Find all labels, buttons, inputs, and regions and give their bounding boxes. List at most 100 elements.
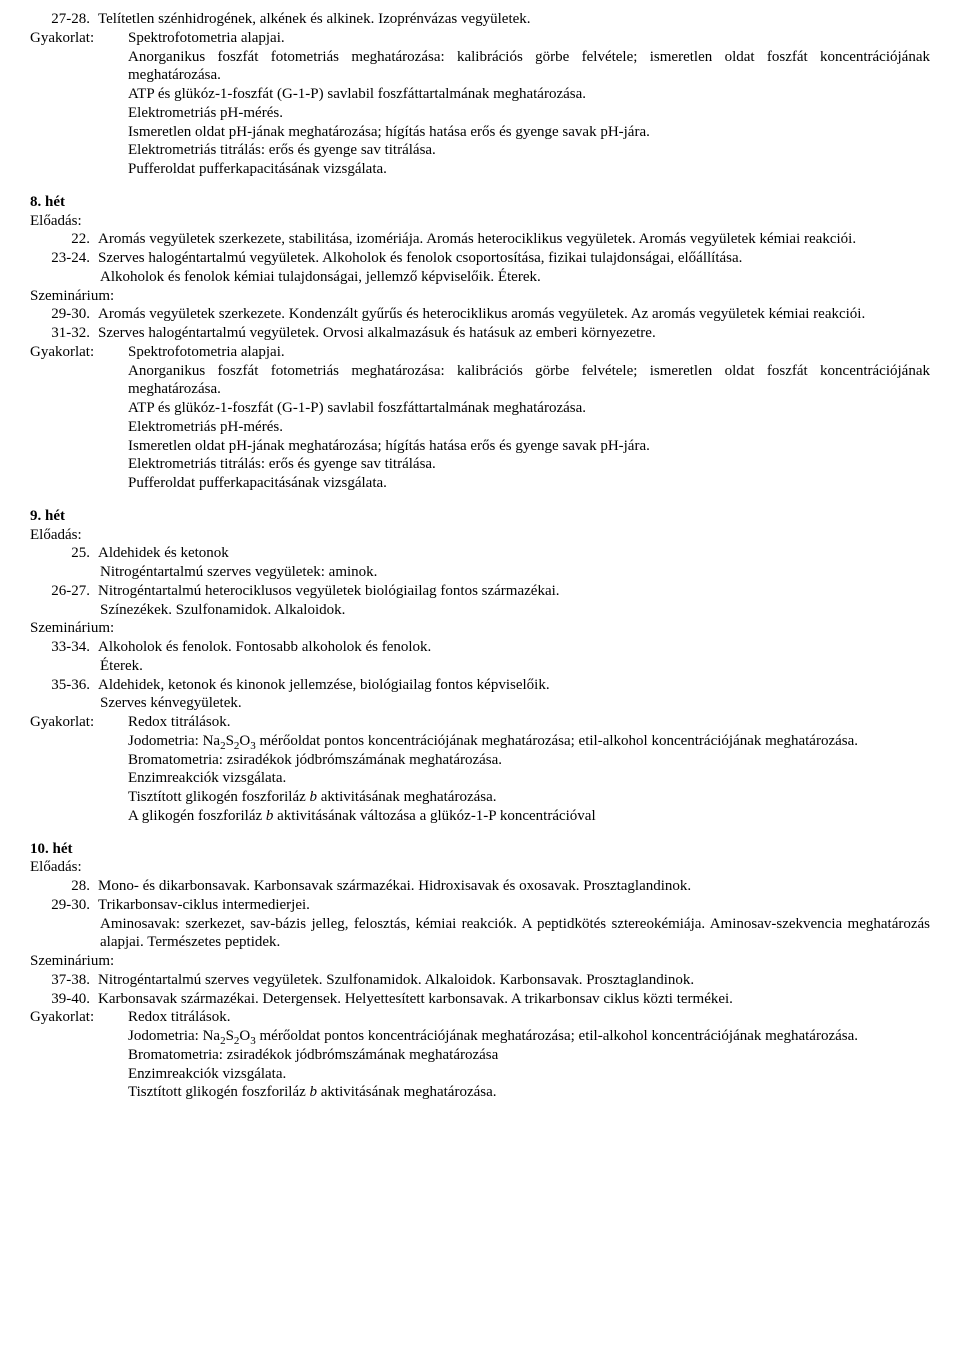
jod-b: S xyxy=(226,733,234,749)
row-gyakorlat-w9: Gyakorlat: Redox titrálások. xyxy=(30,713,930,732)
text-35-36b: Szerves kénvegyületek. xyxy=(30,694,930,713)
gyak-w9-4: Enzimreakciók vizsgálata. xyxy=(30,769,930,788)
text-23-24a: Szerves halogéntartalmú vegyületek. Alko… xyxy=(98,249,930,268)
text-31-32: Szerves halogéntartalmú vegyületek. Orvo… xyxy=(98,324,930,343)
row-28: 28. Mono- és dikarbonsavak. Karbonsavak … xyxy=(30,877,930,896)
week9-szem-label: Szeminárium: xyxy=(30,619,930,638)
text-22: Aromás vegyületek szerkezete, stabilitás… xyxy=(98,230,930,249)
week8-szem-label: Szeminárium: xyxy=(30,287,930,306)
g5c: aktivitásának meghatározása. xyxy=(317,789,497,805)
gyak-w9-1: Redox titrálások. xyxy=(128,713,930,732)
row-gyakorlat-top: Gyakorlat: Spektrofotometria alapjai. xyxy=(30,29,930,48)
num-27-28: 27-28. xyxy=(30,10,98,29)
text-w10-29-30a: Trikarbonsav-ciklus intermedierjei. xyxy=(98,896,930,915)
row-37-38: 37-38. Nitrogéntartalmú szerves vegyület… xyxy=(30,971,930,990)
gyak-w10-3: Bromatometria: zsiradékok jódbrómszámána… xyxy=(30,1046,930,1065)
week9-eloadas-label: Előadás: xyxy=(30,526,930,545)
row-31-32: 31-32. Szerves halogéntartalmú vegyülete… xyxy=(30,324,930,343)
gyak-top-3: ATP és glükóz-1-foszfát (G-1-P) savlabil… xyxy=(30,85,930,104)
num-35-36: 35-36. xyxy=(30,676,98,695)
text-37-38: Nitrogéntartalmú szerves vegyületek. Szu… xyxy=(98,971,930,990)
gyak-w10-4: Enzimreakciók vizsgálata. xyxy=(30,1065,930,1084)
gyak-w8-1: Spektrofotometria alapjai. xyxy=(128,343,930,362)
g6c: aktivitásának változása a glükóz-1-P kon… xyxy=(273,808,595,824)
row-35-36: 35-36. Aldehidek, ketonok és kinonok jel… xyxy=(30,676,930,695)
jod-a2: Jodometria: Na xyxy=(128,1028,220,1044)
gyakorlat-label-w8: Gyakorlat: xyxy=(30,343,128,362)
text-29-30: Aromás vegyületek szerkezete. Kondenzált… xyxy=(98,305,930,324)
num-33-34: 33-34. xyxy=(30,638,98,657)
text-25b: Nitrogéntartalmú szerves vegyületek: ami… xyxy=(30,563,930,582)
gyak-top-5: Ismeretlen oldat pH-jának meghatározása;… xyxy=(30,123,930,142)
week9-title: 9. hét xyxy=(30,507,930,526)
text-25a: Aldehidek és ketonok xyxy=(98,544,930,563)
gyak-w9-3: Bromatometria: zsiradékok jódbrómszámána… xyxy=(30,751,930,770)
text-27-28: Telítetlen szénhidrogének, alkének és al… xyxy=(98,10,930,29)
num-26-27: 26-27. xyxy=(30,582,98,601)
jod-d: mérőoldat pontos koncentrációjának megha… xyxy=(256,733,858,749)
gyak-top-2: Anorganikus foszfát fotometriás meghatár… xyxy=(30,48,930,86)
g5b2: b xyxy=(310,1084,318,1100)
row-25: 25. Aldehidek és ketonok xyxy=(30,544,930,563)
gyak-top-1: Spektrofotometria alapjai. xyxy=(128,29,930,48)
gyakorlat-label: Gyakorlat: xyxy=(30,29,128,48)
gyak-w10-1: Redox titrálások. xyxy=(128,1008,930,1027)
jod-c: O xyxy=(239,733,250,749)
gyak-w8-5: Ismeretlen oldat pH-jának meghatározása;… xyxy=(30,437,930,456)
num-29-30: 29-30. xyxy=(30,305,98,324)
row-29-30: 29-30. Aromás vegyületek szerkezete. Kon… xyxy=(30,305,930,324)
g5a: Tisztított glikogén foszforiláz xyxy=(128,789,310,805)
num-31-32: 31-32. xyxy=(30,324,98,343)
week8-eloadas-label: Előadás: xyxy=(30,212,930,231)
row-26-27: 26-27. Nitrogéntartalmú heterociklusos v… xyxy=(30,582,930,601)
gyak-w8-3: ATP és glükóz-1-foszfát (G-1-P) savlabil… xyxy=(30,399,930,418)
num-25: 25. xyxy=(30,544,98,563)
text-33-34a: Alkoholok és fenolok. Fontosabb alkoholo… xyxy=(98,638,930,657)
week8-title: 8. hét xyxy=(30,193,930,212)
gyak-top-4: Elektrometriás pH-mérés. xyxy=(30,104,930,123)
gyak-w8-7: Pufferoldat pufferkapacitásának vizsgála… xyxy=(30,474,930,493)
gyakorlat-label-w9: Gyakorlat: xyxy=(30,713,128,732)
jod-d2: mérőoldat pontos koncentrációjának megha… xyxy=(256,1028,858,1044)
jod-c2: O xyxy=(239,1028,250,1044)
text-23-24b: Alkoholok és fenolok kémiai tulajdonsága… xyxy=(30,268,930,287)
num-39-40: 39-40. xyxy=(30,990,98,1009)
g6a: A glikogén foszforiláz xyxy=(128,808,266,824)
row-gyakorlat-w8: Gyakorlat: Spektrofotometria alapjai. xyxy=(30,343,930,362)
gyak-w8-6: Elektrometriás titrálás: erős és gyenge … xyxy=(30,455,930,474)
text-28: Mono- és dikarbonsavak. Karbonsavak szár… xyxy=(98,877,930,896)
gyak-w9-5: Tisztított glikogén foszforiláz b aktivi… xyxy=(30,788,930,807)
row-27-28: 27-28. Telítetlen szénhidrogének, alkéne… xyxy=(30,10,930,29)
gyak-w8-4: Elektrometriás pH-mérés. xyxy=(30,418,930,437)
row-39-40: 39-40. Karbonsavak származékai. Detergen… xyxy=(30,990,930,1009)
week10-title: 10. hét xyxy=(30,840,930,859)
week10-szem-label: Szeminárium: xyxy=(30,952,930,971)
jod-a: Jodometria: Na xyxy=(128,733,220,749)
row-w10-29-30: 29-30. Trikarbonsav-ciklus intermedierje… xyxy=(30,896,930,915)
num-22: 22. xyxy=(30,230,98,249)
text-39-40: Karbonsavak származékai. Detergensek. He… xyxy=(98,990,930,1009)
week10-eloadas-label: Előadás: xyxy=(30,858,930,877)
gyak-w8-2: Anorganikus foszfát fotometriás meghatár… xyxy=(30,362,930,400)
row-gyakorlat-w10: Gyakorlat: Redox titrálások. xyxy=(30,1008,930,1027)
num-37-38: 37-38. xyxy=(30,971,98,990)
gyak-w10-5: Tisztított glikogén foszforiláz b aktivi… xyxy=(30,1083,930,1102)
g5a2: Tisztított glikogén foszforiláz xyxy=(128,1084,310,1100)
row-23-24: 23-24. Szerves halogéntartalmú vegyülete… xyxy=(30,249,930,268)
gyak-w9-6: A glikogén foszforiláz b aktivitásának v… xyxy=(30,807,930,826)
gyak-top-7: Pufferoldat pufferkapacitásának vizsgála… xyxy=(30,160,930,179)
g5b: b xyxy=(310,789,318,805)
gyak-w9-2: Jodometria: Na2S2O3 mérőoldat pontos kon… xyxy=(30,732,930,751)
num-23-24: 23-24. xyxy=(30,249,98,268)
text-26-27b: Színezékek. Szulfonamidok. Alkaloidok. xyxy=(30,601,930,620)
num-w10-29-30: 29-30. xyxy=(30,896,98,915)
text-w10-29-30b: Aminosavak: szerkezet, sav-bázis jelleg,… xyxy=(30,915,930,953)
g5c2: aktivitásának meghatározása. xyxy=(317,1084,497,1100)
num-28: 28. xyxy=(30,877,98,896)
gyak-top-6: Elektrometriás titrálás: erős és gyenge … xyxy=(30,141,930,160)
row-33-34: 33-34. Alkoholok és fenolok. Fontosabb a… xyxy=(30,638,930,657)
row-22: 22. Aromás vegyületek szerkezete, stabil… xyxy=(30,230,930,249)
text-26-27a: Nitrogéntartalmú heterociklusos vegyület… xyxy=(98,582,930,601)
text-33-34b: Éterek. xyxy=(30,657,930,676)
gyakorlat-label-w10: Gyakorlat: xyxy=(30,1008,128,1027)
